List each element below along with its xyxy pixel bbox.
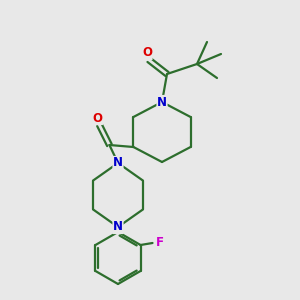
Text: N: N	[113, 157, 123, 169]
Text: O: O	[92, 112, 102, 124]
Text: N: N	[157, 95, 167, 109]
Text: O: O	[142, 46, 152, 59]
Text: N: N	[113, 220, 123, 233]
Text: F: F	[155, 236, 164, 250]
